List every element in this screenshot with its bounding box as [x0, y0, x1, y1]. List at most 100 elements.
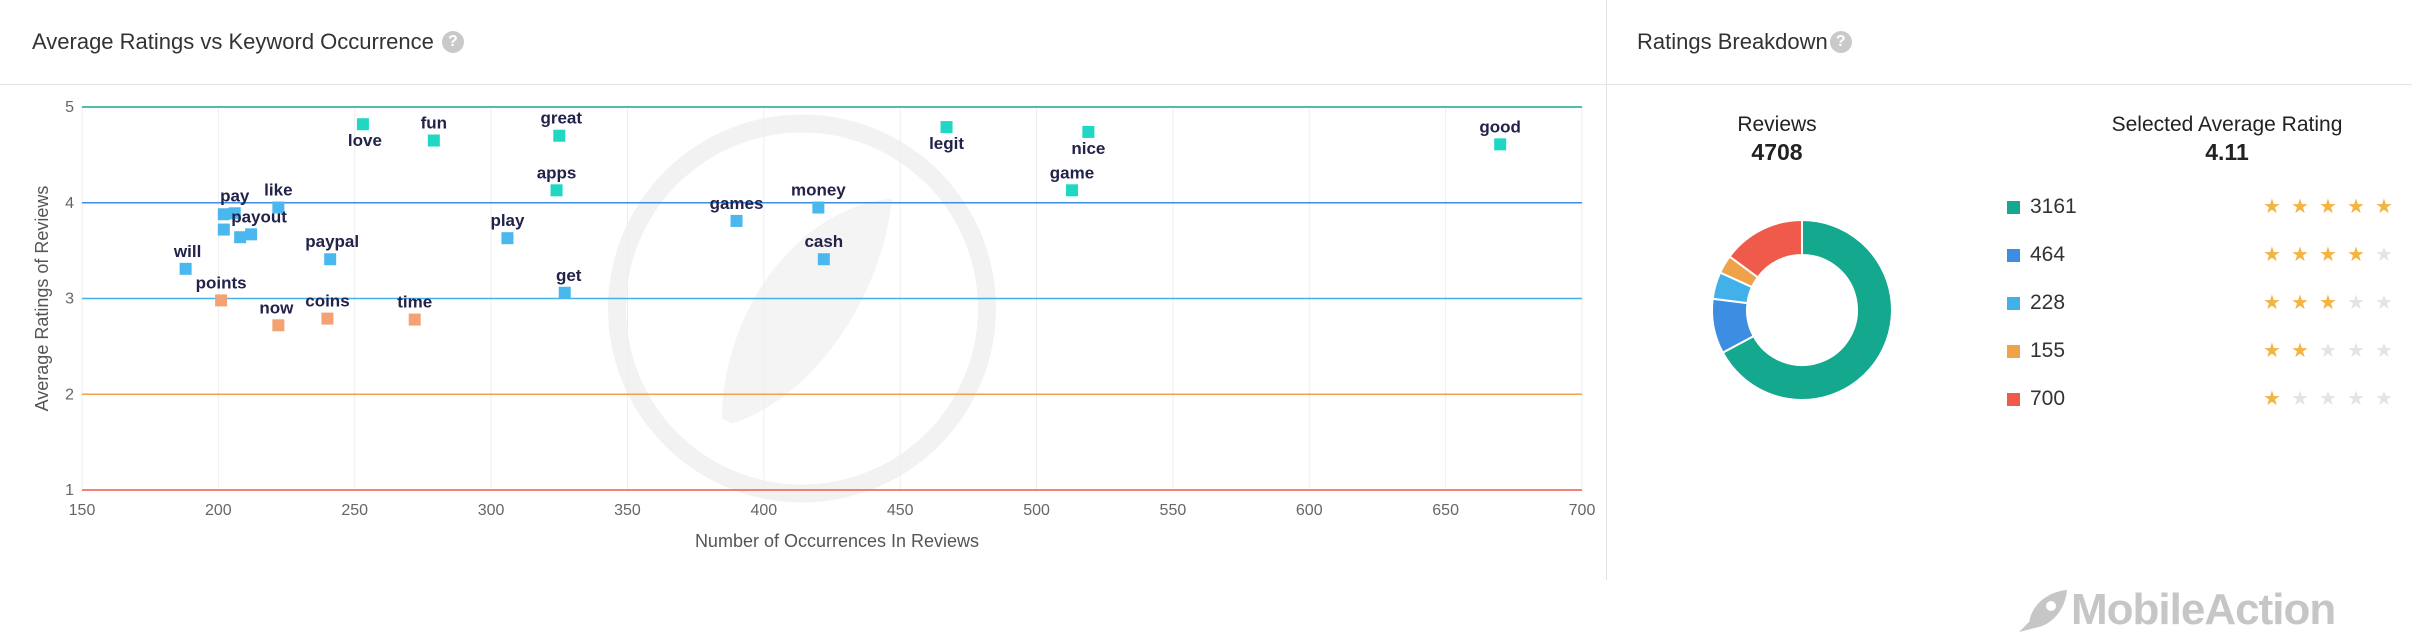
x-tick-label: 400: [750, 502, 777, 519]
y-tick-label: 4: [65, 195, 74, 212]
legend-swatch: [2007, 392, 2020, 406]
average-rating-stat: Selected Average Rating 4.11: [2077, 113, 2377, 166]
y-tick-label: 3: [65, 291, 74, 308]
data-point-label: game: [1050, 163, 1094, 182]
star-empty-icon: ★: [2375, 340, 2393, 362]
x-tick-label: 650: [1432, 502, 1459, 519]
star-filled-icon: ★: [2319, 292, 2337, 314]
data-point-label: points: [196, 273, 247, 292]
keyword-chart-title: Average Ratings vs Keyword Occurrence: [32, 29, 434, 54]
y-tick-label: 5: [65, 99, 74, 116]
data-point-label: apps: [537, 163, 577, 182]
reviews-label: Reviews: [1737, 113, 1817, 136]
data-point-label: now: [259, 298, 294, 317]
star-empty-icon: ★: [2291, 388, 2309, 410]
data-point-marker[interactable]: [217, 223, 230, 236]
star-filled-icon: ★: [2263, 388, 2281, 410]
star-empty-icon: ★: [2375, 388, 2393, 410]
data-point-label: paypal: [305, 232, 359, 251]
data-point-marker[interactable]: [1082, 125, 1095, 138]
legend-row-3-star[interactable]: 228 ★ ★ ★ ★ ★: [2007, 288, 2407, 318]
x-tick-label: 300: [478, 502, 505, 519]
data-point-marker[interactable]: [730, 214, 743, 227]
x-tick-label: 600: [1296, 502, 1323, 519]
star-empty-icon: ★: [2375, 244, 2393, 266]
x-tick-label: 250: [341, 502, 368, 519]
data-point-label: nice: [1071, 139, 1105, 158]
star-empty-icon: ★: [2347, 292, 2365, 314]
star-empty-icon: ★: [2347, 340, 2365, 362]
chart-background: [608, 114, 996, 503]
star-rating: ★ ★ ★ ★ ★: [2263, 336, 2403, 366]
data-point-marker[interactable]: [272, 319, 285, 332]
star-filled-icon: ★: [2291, 196, 2309, 218]
data-point-marker[interactable]: [321, 312, 334, 325]
star-rating: ★ ★ ★ ★ ★: [2263, 288, 2403, 318]
star-rating: ★ ★ ★ ★ ★: [2263, 240, 2403, 270]
data-point-marker[interactable]: [553, 129, 566, 142]
data-point-marker[interactable]: [558, 286, 571, 299]
help-icon[interactable]: ?: [1829, 31, 1852, 53]
legend-row-5-star[interactable]: 3161 ★ ★ ★ ★ ★: [2007, 192, 2407, 222]
data-point-label: cash: [804, 232, 843, 251]
data-point-marker[interactable]: [234, 231, 247, 244]
legend-row-1-star[interactable]: 700 ★ ★ ★ ★ ★: [2007, 384, 2407, 414]
data-point-marker[interactable]: [272, 201, 285, 214]
data-point-label: good: [1479, 117, 1521, 136]
data-point-label: money: [791, 181, 846, 200]
data-point-label: games: [710, 194, 764, 213]
x-tick-label: 150: [69, 502, 96, 519]
data-point-marker[interactable]: [1494, 138, 1507, 151]
y-tick-label: 1: [65, 482, 74, 499]
data-point-marker[interactable]: [356, 118, 369, 131]
star-empty-icon: ★: [2319, 388, 2337, 410]
data-points: love fun great legit nice good apps game pay like…: [173, 109, 1521, 332]
average-rating-value: 4.11: [2205, 139, 2249, 165]
legend-swatch: [2007, 248, 2020, 262]
data-point-marker[interactable]: [550, 184, 563, 197]
help-icon[interactable]: ?: [441, 31, 464, 53]
legend-swatch: [2007, 200, 2020, 214]
rating-reference-lines: [82, 106, 1582, 491]
data-point-marker[interactable]: [245, 228, 258, 241]
data-point-marker[interactable]: [427, 134, 440, 147]
watermark-brand-text: MobileAction: [2071, 585, 2336, 634]
ratings-donut-chart: [1711, 218, 1893, 401]
star-empty-icon: ★: [2375, 292, 2393, 314]
ratings-breakdown-panel: Ratings Breakdown ? Reviews 4708 Selecte…: [1607, 0, 2412, 580]
legend-row-4-star[interactable]: 464 ★ ★ ★ ★ ★: [2007, 240, 2407, 270]
star-filled-icon: ★: [2375, 196, 2393, 218]
star-filled-icon: ★: [2291, 244, 2309, 266]
data-point-label: great: [540, 109, 582, 128]
x-tick-label: 450: [887, 502, 914, 519]
x-tick-label: 500: [1023, 502, 1050, 519]
legend-swatch: [2007, 296, 2020, 310]
ratings-breakdown-header: Ratings Breakdown ?: [1607, 0, 2412, 85]
data-point-marker[interactable]: [217, 208, 230, 221]
data-point-marker[interactable]: [215, 294, 228, 307]
data-point-marker[interactable]: [817, 253, 830, 266]
data-point-marker[interactable]: [940, 121, 953, 134]
donut-slice-1-star[interactable]: [1728, 218, 1803, 279]
data-point-marker[interactable]: [812, 201, 825, 214]
data-point-marker[interactable]: [1066, 184, 1078, 197]
data-point-label: love: [348, 131, 382, 150]
data-point-marker[interactable]: [408, 313, 421, 326]
reviews-stat: Reviews 4708: [1707, 113, 1847, 166]
reviews-value: 4708: [1751, 139, 1803, 165]
data-point-marker[interactable]: [179, 262, 192, 275]
watermark-circle: [608, 114, 996, 503]
donut-slice-5-star[interactable]: [1721, 218, 1893, 401]
ratings-breakdown-title: Ratings Breakdown: [1637, 29, 1828, 54]
data-point-label: coins: [305, 292, 349, 311]
data-point-marker[interactable]: [228, 207, 241, 220]
data-point-marker[interactable]: [324, 253, 337, 266]
axis-ticks: 150 200 250 300 350 400 450 500 550 600 650 700 1 2 3 4…: [65, 99, 1595, 519]
keyword-chart-header: Average Ratings vs Keyword Occurrence ?: [0, 0, 1606, 85]
star-empty-icon: ★: [2319, 340, 2337, 362]
data-point-marker[interactable]: [501, 232, 514, 245]
star-filled-icon: ★: [2347, 196, 2365, 218]
x-tick-label: 350: [614, 502, 641, 519]
legend-row-2-star[interactable]: 155 ★ ★ ★ ★ ★: [2007, 336, 2407, 366]
legend-count: 464: [2030, 243, 2066, 266]
